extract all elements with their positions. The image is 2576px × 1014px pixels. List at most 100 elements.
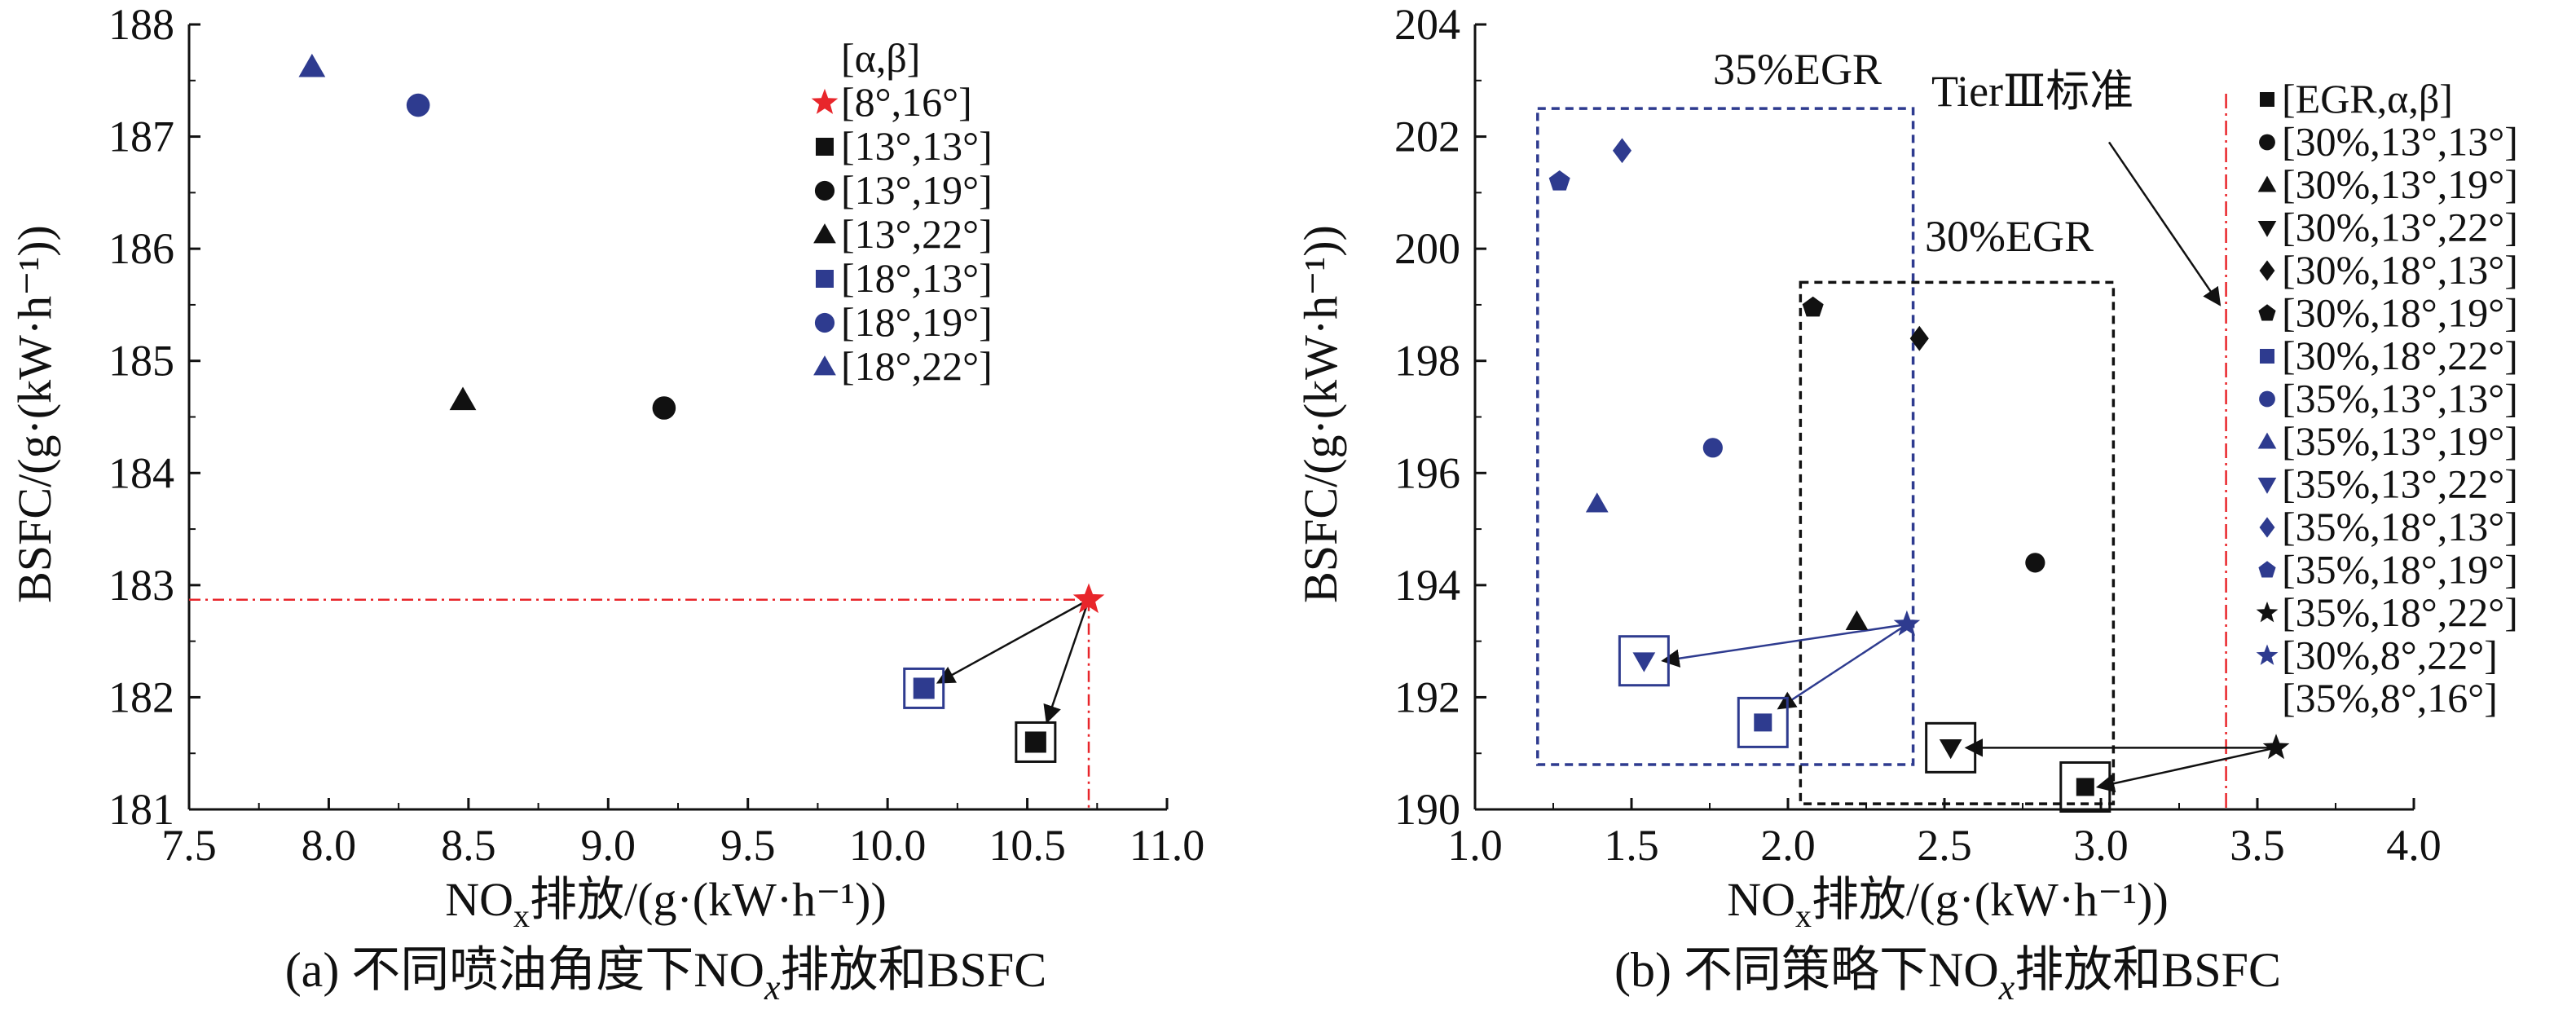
chart-b-caption: (b) 不同策略下NOx排放和BSFC [1614, 943, 2281, 1007]
chart-b-x-axis-label-prefix: NO [1727, 873, 1795, 926]
chart-a-point [406, 93, 430, 117]
chart-b-x-axis-label-sub: x [1795, 897, 1812, 934]
chart-b-y-axis-label: BSFC/(g·(kW·h⁻¹)) [1294, 225, 1347, 603]
chart-a: 7.5 8.0 8.5 9.0 9.5 10.0 10.5 11.0 181 182 183 184 1… [8, 0, 1204, 1007]
chart-b-legend-marker [2257, 432, 2277, 449]
a-y-tick-label: 186 [108, 224, 174, 273]
chart-b-regions [1536, 107, 2116, 805]
chart-b-x-axis-label-suffix: 排放/(g·(kW·h⁻¹)) [1812, 873, 2169, 926]
chart-a-x-axis-label-sub: x [513, 897, 530, 934]
chart-b-legend-label: [35%,18°,19°] [2282, 547, 2518, 593]
a-y-tick-label: 184 [108, 448, 174, 497]
chart-a-legend: [α,β][8°,16°][13°,13°][13°,19°][13°,22°]… [811, 35, 993, 389]
chart-a-ticks: 7.5 8.0 8.5 9.0 9.5 10.0 10.5 11.0 181 182 183 184 1… [108, 0, 1204, 870]
chart-b-point [1632, 652, 1656, 672]
chart-b-point [1802, 296, 1824, 317]
chart-b-legend-marker [2256, 644, 2279, 665]
chart-a-marks [189, 53, 1105, 809]
chart-b-legend-label: [35%,13°,22°] [2282, 461, 2518, 507]
chart-a-legend-marker [814, 312, 835, 333]
chart-b-legend-label: [35%,8°,16°] [2282, 675, 2498, 721]
chart-b-point [1909, 325, 1929, 351]
chart-a-caption-prefix: (a) 不同喷油角度下NO [285, 943, 764, 997]
chart-b-point [1845, 610, 1869, 630]
chart-b-region-35egr [1536, 107, 1915, 766]
chart-a-legend-title: [α,β] [841, 35, 920, 81]
chart-b-legend-marker [2259, 517, 2275, 538]
chart-a-y-axis-label: BSFC/(g·(kW·h⁻¹)) [8, 225, 61, 603]
chart-b-annotation-tier: TierⅢ标准 [1931, 67, 2133, 116]
chart-b-legend-marker [2260, 349, 2274, 364]
chart-b-point-frame [1618, 635, 1670, 687]
chart-b-arrow [1661, 623, 1908, 668]
chart-a-point [1072, 583, 1105, 614]
chart-b-point [2025, 553, 2045, 573]
chart-b-point [1585, 492, 1609, 513]
chart-b-point [1702, 438, 1723, 458]
chart-a-point [913, 677, 935, 699]
chart-a-x-axis-label: NOx排放/(g·(kW·h⁻¹)) [445, 873, 887, 934]
a-x-tick-label: 10.5 [989, 821, 1066, 870]
chart-b-legend-marker [2258, 304, 2276, 321]
chart-a-legend-label: [18°,22°] [841, 343, 993, 389]
chart-a-legend-label: [18°,19°] [841, 299, 993, 345]
chart-a-caption: (a) 不同喷油角度下NOx排放和BSFC [285, 943, 1047, 1007]
chart-b-annotation-egr30: 30%EGR [1925, 212, 2094, 261]
chart-a-legend-marker [813, 223, 836, 244]
b-x-tick-label: 4.0 [2386, 821, 2442, 870]
chart-a-legend-label: [18°,13°] [841, 255, 993, 301]
a-y-tick-label: 188 [108, 0, 174, 49]
chart-b-point [2262, 734, 2290, 760]
chart-b-legend-title: [EGR,α,β] [2282, 76, 2453, 121]
chart-a-point [652, 396, 676, 420]
chart-b-legend-label: [30%,8°,22°] [2282, 633, 2498, 678]
chart-b-caption-sub: x [1998, 968, 2015, 1007]
a-x-tick-label: 7.5 [161, 821, 217, 870]
chart-b-point-frame [1737, 696, 1789, 748]
chart-b-legend-title-marker [2260, 92, 2274, 107]
chart-a-point [449, 386, 477, 411]
a-x-tick-label: 8.5 [441, 821, 496, 870]
chart-a-legend-marker [811, 88, 839, 114]
chart-b-arrow [1777, 623, 1908, 710]
b-x-tick-label: 3.0 [2073, 821, 2129, 870]
b-y-tick-label: 196 [1394, 448, 1460, 497]
chart-b-legend-marker [2257, 477, 2277, 494]
chart-b: 1.0 1.5 2.0 2.5 3.0 3.5 4.0 190 192 194 196 198 200 2… [1294, 0, 2518, 1007]
chart-b-legend-label: [35%,18°,22°] [2282, 589, 2518, 635]
chart-b-legend-marker [2259, 134, 2275, 151]
chart-b-point-frame [1925, 721, 1977, 774]
a-y-tick-label: 182 [108, 672, 174, 721]
a-x-tick-label: 9.5 [720, 821, 776, 870]
chart-b-point [1939, 738, 1962, 760]
a-y-tick-label: 183 [108, 561, 174, 610]
chart-a-point-frame [1015, 721, 1057, 763]
chart-b-legend-label: [30%,18°,13°] [2282, 247, 2518, 293]
chart-b-legend-marker [2258, 561, 2276, 578]
chart-b-legend-label: [30%,13°,22°] [2282, 205, 2518, 250]
chart-b-legend-marker [2256, 602, 2279, 623]
chart-a-legend-label: [13°,19°] [841, 167, 993, 213]
chart-b-point [1612, 138, 1632, 164]
chart-b-point-frame [2059, 760, 2111, 813]
chart-a-point [1024, 731, 1046, 753]
chart-a-legend-marker [814, 180, 835, 201]
a-y-tick-label: 187 [108, 112, 174, 161]
chart-a-arrow [936, 598, 1090, 684]
b-x-tick-label: 1.0 [1447, 821, 1503, 870]
chart-b-legend-marker [2259, 260, 2275, 281]
chart-a-caption-suffix: 排放和BSFC [781, 943, 1047, 997]
chart-b-annotation-egr35: 35%EGR [1713, 45, 1882, 94]
chart-a-x-axis-label-suffix: 排放/(g·(kW·h⁻¹)) [530, 873, 887, 926]
chart-b-legend-label: [35%,13°,13°] [2282, 376, 2518, 421]
chart-a-legend-label: [13°,13°] [841, 123, 993, 169]
chart-b-legend-marker [2259, 390, 2275, 408]
chart-b-legend-marker [2257, 220, 2277, 237]
chart-b-tier-arrow [2107, 141, 2222, 306]
a-x-tick-label: 11.0 [1129, 821, 1205, 870]
chart-b-legend-label: [30%,13°,13°] [2282, 119, 2518, 165]
chart-a-legend-marker [813, 355, 836, 376]
chart-a-axes [187, 24, 1167, 811]
b-x-tick-label: 3.5 [2230, 821, 2285, 870]
